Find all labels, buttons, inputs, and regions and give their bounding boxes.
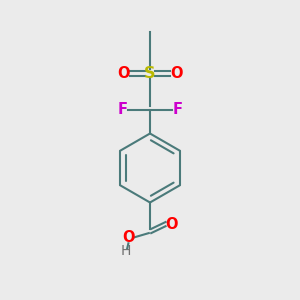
Text: H: H — [121, 244, 131, 258]
Text: O: O — [165, 217, 178, 232]
Text: O: O — [117, 66, 130, 81]
Text: F: F — [117, 102, 128, 117]
Text: O: O — [170, 66, 183, 81]
Text: O: O — [122, 230, 135, 245]
Text: S: S — [144, 66, 156, 81]
Text: F: F — [172, 102, 183, 117]
